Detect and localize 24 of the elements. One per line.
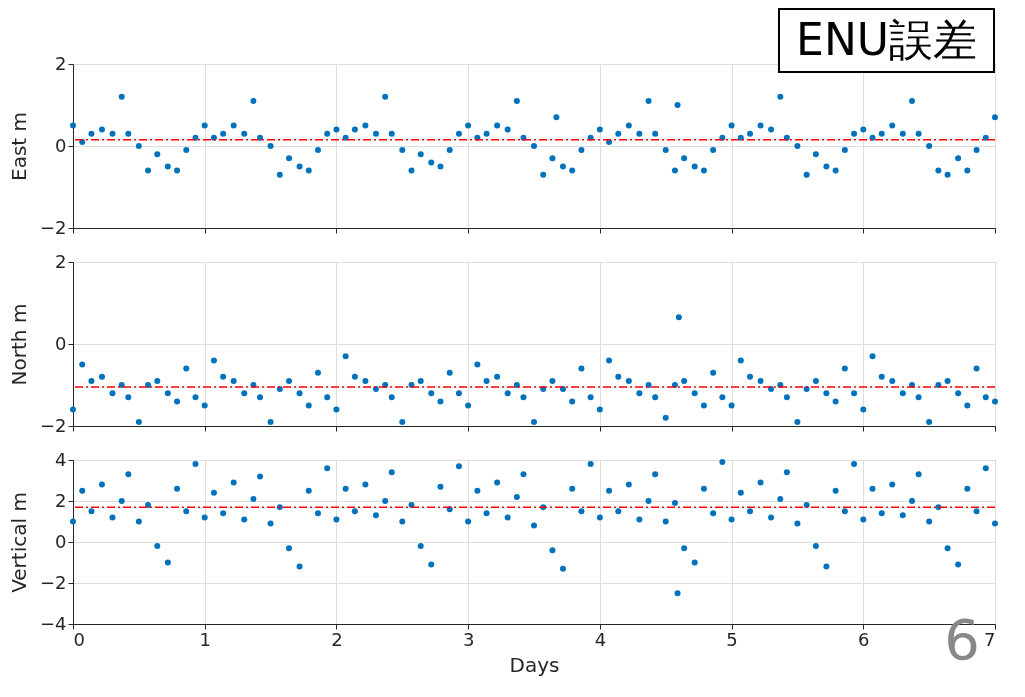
y-tick-label: 0 [55, 530, 67, 552]
x-tick-label: 4 [594, 628, 607, 650]
x-axis-title: Days [509, 652, 560, 677]
x-tick-label: 3 [462, 628, 475, 650]
y-tick-label: −4 [39, 612, 67, 634]
x-tick-label: 6 [858, 628, 870, 650]
x-tick-label: 7 [984, 628, 996, 650]
y-tick-label: 4 [55, 448, 67, 470]
y-axis-title: East m [6, 112, 31, 181]
y-tick-label: 2 [55, 52, 67, 74]
y-tick-label: −2 [39, 414, 67, 436]
x-tick-label: 2 [331, 628, 343, 650]
y-tick-label: 0 [55, 134, 67, 156]
y-tick-label: −2 [39, 571, 67, 593]
x-tick-label: 0 [73, 628, 85, 650]
x-tick-label: 5 [726, 628, 738, 650]
chart-title: ENU誤差 [778, 8, 995, 73]
y-tick-label: 2 [55, 489, 67, 511]
y-tick-label: −2 [39, 216, 67, 238]
x-tick-label: 1 [199, 628, 211, 650]
y-axis-title: North m [6, 303, 31, 386]
y-tick-label: 0 [55, 332, 67, 354]
y-axis-title: Vertical m [6, 492, 31, 593]
y-tick-label: 2 [55, 250, 67, 272]
